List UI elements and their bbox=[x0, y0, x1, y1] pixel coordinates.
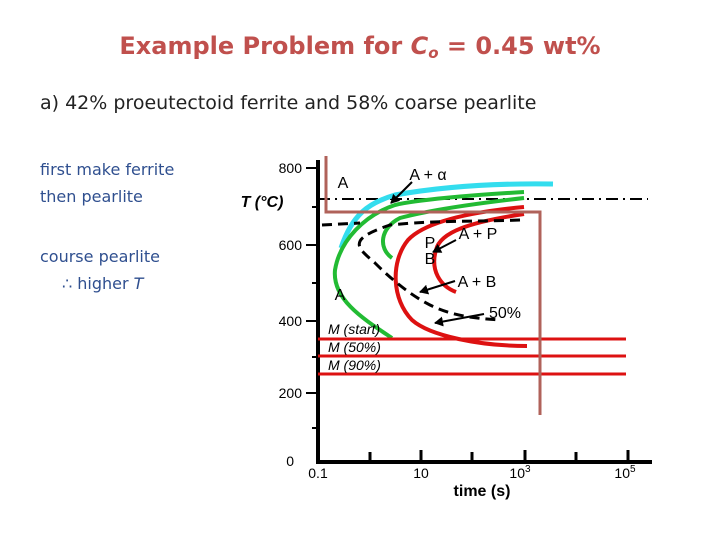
y-tick-label-0: 0 bbox=[286, 453, 294, 469]
therefore-symbol: ∴ bbox=[62, 274, 73, 293]
label-austenite-ferrite: A + α bbox=[409, 167, 446, 184]
label-bainite: B bbox=[425, 251, 436, 268]
axes bbox=[306, 160, 652, 464]
label-austenite-top: A bbox=[338, 175, 349, 192]
label-pearlite: P bbox=[425, 235, 436, 252]
part-a-text: a) 42% proeutectoid ferrite and 58% coar… bbox=[40, 92, 537, 114]
title-prefix: Example Problem for bbox=[119, 32, 411, 60]
label-m-50: M (50%) bbox=[328, 339, 381, 355]
arrow-a-p bbox=[432, 239, 457, 253]
arrow-a-b bbox=[419, 280, 456, 295]
label-m-start: M (start) bbox=[328, 321, 380, 337]
x-tick-label-10-5: 105 bbox=[614, 464, 636, 481]
x-tick-exp: 5 bbox=[630, 464, 636, 475]
y-tick-label-600: 600 bbox=[279, 237, 303, 253]
x-tick-label-0.1: 0.1 bbox=[308, 465, 328, 481]
title-suffix: = 0.45 wt% bbox=[438, 32, 601, 60]
label-m-90: M (90%) bbox=[328, 357, 381, 373]
x-axis-label: time (s) bbox=[454, 483, 511, 500]
note-pearlite-text: higher bbox=[72, 274, 134, 293]
x-tick-label-10: 10 bbox=[413, 465, 429, 481]
y-axis-label: T (°C) bbox=[241, 194, 284, 211]
label-austenite-pearlite: A + P bbox=[459, 226, 498, 243]
label-austenite-bainite: A + B bbox=[458, 274, 497, 291]
transformation-start-curve bbox=[332, 190, 525, 340]
title-var: C bbox=[410, 32, 429, 60]
arrow-a-alpha bbox=[390, 181, 413, 204]
note-pearlite: course pearlite ∴ higher T bbox=[40, 243, 160, 297]
pearlite-start-curve bbox=[381, 196, 525, 260]
arrow-fifty bbox=[434, 313, 485, 327]
note-ferrite-line2: then pearlite bbox=[40, 187, 143, 206]
note-pearlite-line2: ∴ higher T bbox=[40, 270, 160, 297]
x-tick-label-10-3: 103 bbox=[509, 464, 531, 481]
x-tick-base: 10 bbox=[614, 465, 630, 481]
note-pearlite-line1: course pearlite bbox=[40, 247, 160, 266]
slide-title: Example Problem for Co = 0.45 wt% bbox=[0, 32, 720, 62]
y-tick-label-800: 800 bbox=[279, 160, 303, 176]
label-austenite-low: A bbox=[335, 287, 346, 304]
title-sub: o bbox=[428, 44, 439, 62]
x-tick-exp: 3 bbox=[525, 464, 531, 475]
x-tick-base: 10 bbox=[509, 465, 525, 481]
cooling-path bbox=[324, 156, 542, 415]
fifty-percent-curve bbox=[357, 218, 521, 322]
note-pearlite-var: T bbox=[133, 274, 144, 293]
fifty-percent-curve-ext bbox=[321, 221, 361, 227]
y-tick-label-400: 400 bbox=[279, 313, 303, 329]
label-fifty-percent: 50% bbox=[489, 305, 521, 322]
note-ferrite-line1: first make ferrite bbox=[40, 160, 175, 179]
y-tick-label-200: 200 bbox=[279, 385, 303, 401]
note-ferrite: first make ferrite then pearlite bbox=[40, 156, 174, 210]
